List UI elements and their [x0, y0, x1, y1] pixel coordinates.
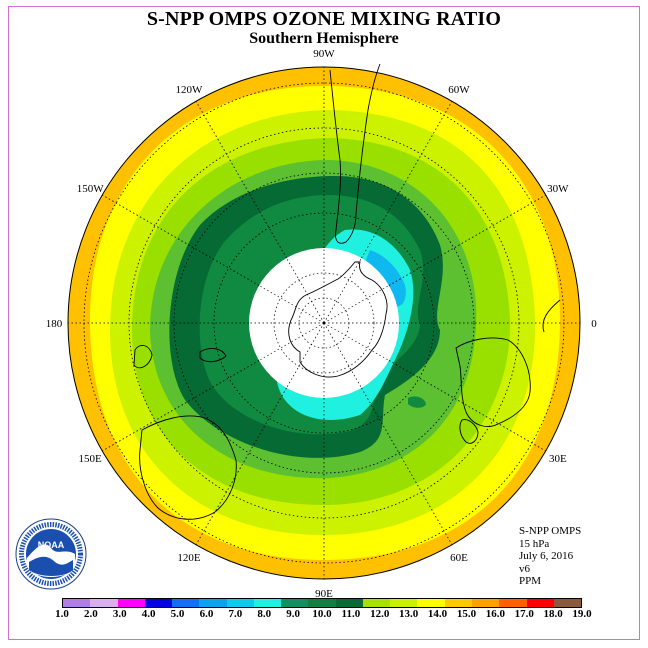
longitude-label: 0	[591, 318, 597, 330]
colorbar-tick-label: 10.0	[312, 608, 332, 620]
colorbar-segment	[553, 599, 582, 607]
colorbar-segment	[444, 599, 472, 607]
polar-meridian-line	[323, 322, 362, 389]
polar-meridian-line	[323, 285, 390, 324]
colorbar-tick-label: 12.0	[370, 608, 390, 620]
colorbar-segment	[308, 599, 336, 607]
longitude-label: 150E	[79, 453, 103, 465]
map-title: S-NPP OMPS OZONE MIXING RATIO	[146, 8, 502, 30]
colorbar-segment	[172, 599, 200, 607]
colorbar-tick-label: 13.0	[399, 608, 419, 620]
version-label: v6	[519, 562, 530, 575]
latitude-circle	[83, 82, 565, 564]
polar-latitude-circle	[273, 272, 375, 374]
band-blue	[365, 250, 406, 307]
colorbar	[62, 598, 582, 608]
longitude-label: 120W	[176, 84, 204, 96]
latitude-circle	[128, 127, 520, 519]
polar-graticule	[249, 248, 399, 398]
colorbar-tick-label: 2.0	[84, 608, 98, 620]
figure-frame	[8, 6, 640, 640]
south-africa-coast	[542, 299, 561, 333]
new-zealand-coast	[133, 344, 153, 369]
units-label: PPM	[519, 575, 542, 587]
colorbar-tick-label: 16.0	[485, 608, 505, 620]
colorbar-segment	[144, 599, 173, 607]
polar-meridian-line	[286, 322, 325, 389]
colorbar-tick-label: 7.0	[228, 608, 243, 620]
colorbar-segment	[199, 599, 227, 607]
noaa-logo-icon: NOAA	[15, 518, 87, 590]
longitude-label: 180	[46, 318, 63, 330]
colorbar-segment	[253, 599, 282, 607]
australia-coast	[139, 415, 237, 520]
colorbar-labels: 1.0 2.0 3.0 4.0 5.0 6.0 7.0 8.0 9.0 10.0 11.0 12.0 1…	[55, 608, 592, 622]
polar-meridian-line	[286, 257, 325, 324]
longitude-label: 90W	[313, 48, 335, 60]
longitude-label: 60W	[448, 84, 470, 96]
antarctica-coast	[288, 261, 388, 378]
longitude-label: 30E	[549, 453, 567, 465]
colorbar-segment	[335, 599, 363, 607]
colorbar-tick-label: 3.0	[112, 608, 127, 620]
logo-text: NOAA	[38, 540, 65, 550]
colorbar-segment	[390, 599, 418, 607]
colorbar-tick-label: 9.0	[286, 608, 300, 620]
graticule	[68, 67, 580, 579]
latitude-circle	[173, 172, 475, 474]
longitude-label: 120E	[177, 552, 201, 564]
colorbar-segment	[117, 599, 145, 607]
colorbar-segment	[226, 599, 254, 607]
colorbar-tick-label: 15.0	[456, 608, 477, 620]
colorbar-segment	[417, 599, 445, 607]
polar-meridian-line	[323, 257, 362, 324]
colorbar-segment	[471, 599, 500, 607]
new-zealand-south-coast	[199, 348, 227, 363]
longitude-label: 30W	[547, 183, 569, 195]
instrument-label: S-NPP OMPS	[519, 525, 582, 537]
pressure-label: 15 hPa	[519, 537, 550, 550]
polar-meridian-line	[258, 322, 325, 361]
colorbar-tick-label: 4.0	[141, 608, 156, 620]
colorbar-tick-label: 8.0	[257, 608, 272, 620]
colorbar-segment	[362, 599, 391, 607]
latitude-circle	[213, 212, 435, 434]
south-pole-marker	[322, 321, 326, 325]
colorbar-tick-label: 6.0	[199, 608, 214, 620]
africa-coast	[455, 337, 531, 427]
info-block: S-NPP OMPS 15 hPa July 6, 2016 v6 PPM	[519, 525, 581, 588]
colorbar-tick-label: 19.0	[572, 608, 592, 620]
south-america-coast	[329, 63, 381, 244]
colorbar-tick-label: 17.0	[514, 608, 534, 620]
longitude-label: 150W	[77, 183, 105, 195]
madagascar-coast	[459, 419, 479, 444]
colorbar-tick-label: 11.0	[341, 608, 361, 620]
colorbar-segment	[499, 599, 527, 607]
colorbar-tick-label: 5.0	[170, 608, 185, 620]
colorbar-tick-label: 14.0	[427, 608, 448, 620]
colorbar-segment	[90, 599, 118, 607]
colorbar-segment	[281, 599, 309, 607]
longitude-label: 60E	[450, 552, 468, 564]
colorbar-segment	[63, 599, 91, 607]
map-subtitle: Southern Hemisphere	[249, 30, 399, 47]
polar-meridian-line	[258, 285, 325, 324]
coastlines	[133, 63, 561, 520]
longitude-labels: 90W 60W 30W 0 30E 60E 90E 120E 150E 180 150W 120W	[46, 48, 598, 600]
band-small-green	[408, 396, 426, 408]
colorbar-segment	[526, 599, 554, 607]
date-label: July 6, 2016	[519, 550, 574, 562]
colorbar-tick-label: 1.0	[55, 608, 69, 620]
longitude-label: 90E	[315, 588, 333, 600]
polar-meridian-line	[323, 322, 390, 361]
colorbar-tick-label: 18.0	[543, 608, 563, 620]
polar-latitude-circle	[298, 297, 350, 349]
